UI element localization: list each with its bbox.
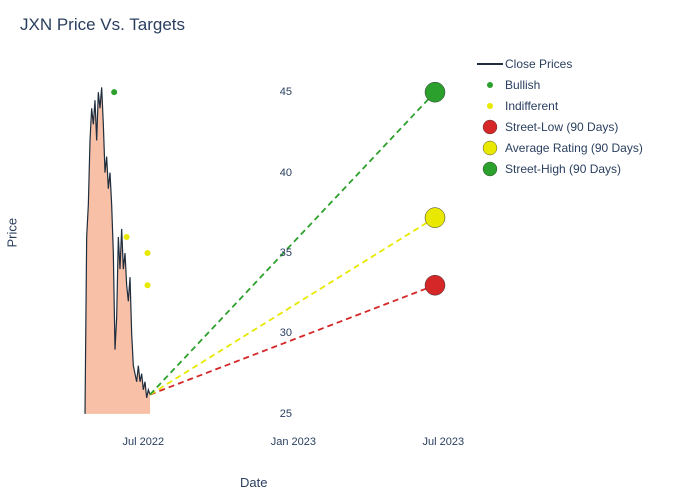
x-tick-label: Jan 2023 (271, 436, 316, 448)
x-tick-label: Jul 2022 (123, 436, 165, 448)
y-tick-label: 25 (262, 408, 292, 420)
y-tick-label: 30 (262, 327, 292, 339)
legend-item: Street-Low (90 Days) (475, 118, 643, 136)
y-axis-label: Price (5, 218, 20, 248)
x-tick-label: Jul 2023 (423, 436, 465, 448)
chart-title: JXN Price Vs. Targets (20, 15, 185, 35)
x-axis-label: Date (240, 475, 267, 490)
plot-area (60, 60, 460, 430)
legend-item: Indifferent (475, 97, 643, 115)
projection-marker-high (425, 82, 445, 102)
chart-container: JXN Price Vs. Targets Price Date 25 30 35 4… (0, 0, 700, 500)
indifferent-marker (145, 250, 151, 256)
plot-svg (60, 60, 460, 430)
legend-label: Street-High (90 Days) (505, 162, 621, 176)
legend-symbol (475, 78, 505, 92)
legend-symbol (475, 57, 505, 71)
projection-marker-low (425, 275, 445, 295)
legend-label: Average Rating (90 Days) (505, 141, 643, 155)
legend-item: Street-High (90 Days) (475, 160, 643, 178)
legend-symbol (475, 99, 505, 113)
y-tick-label: 45 (262, 86, 292, 98)
legend-item: Close Prices (475, 55, 643, 73)
projection-line-avg (150, 218, 435, 395)
projection-line-low (150, 285, 435, 394)
legend-symbol (475, 120, 505, 134)
bullish-marker (111, 89, 117, 95)
legend-label: Close Prices (505, 57, 572, 71)
legend-symbol (475, 162, 505, 176)
legend-label: Street-Low (90 Days) (505, 120, 618, 134)
indifferent-marker (145, 282, 151, 288)
legend-item: Bullish (475, 76, 643, 94)
legend-label: Indifferent (505, 99, 558, 113)
legend-symbol (475, 141, 505, 155)
y-tick-label: 35 (262, 247, 292, 259)
y-tick-label: 40 (262, 167, 292, 179)
projection-marker-avg (425, 208, 445, 228)
legend-item: Average Rating (90 Days) (475, 139, 643, 157)
indifferent-marker (124, 234, 130, 240)
legend-label: Bullish (505, 78, 540, 92)
chart-legend: Close Prices Bullish Indifferent Street-Low… (475, 55, 643, 181)
